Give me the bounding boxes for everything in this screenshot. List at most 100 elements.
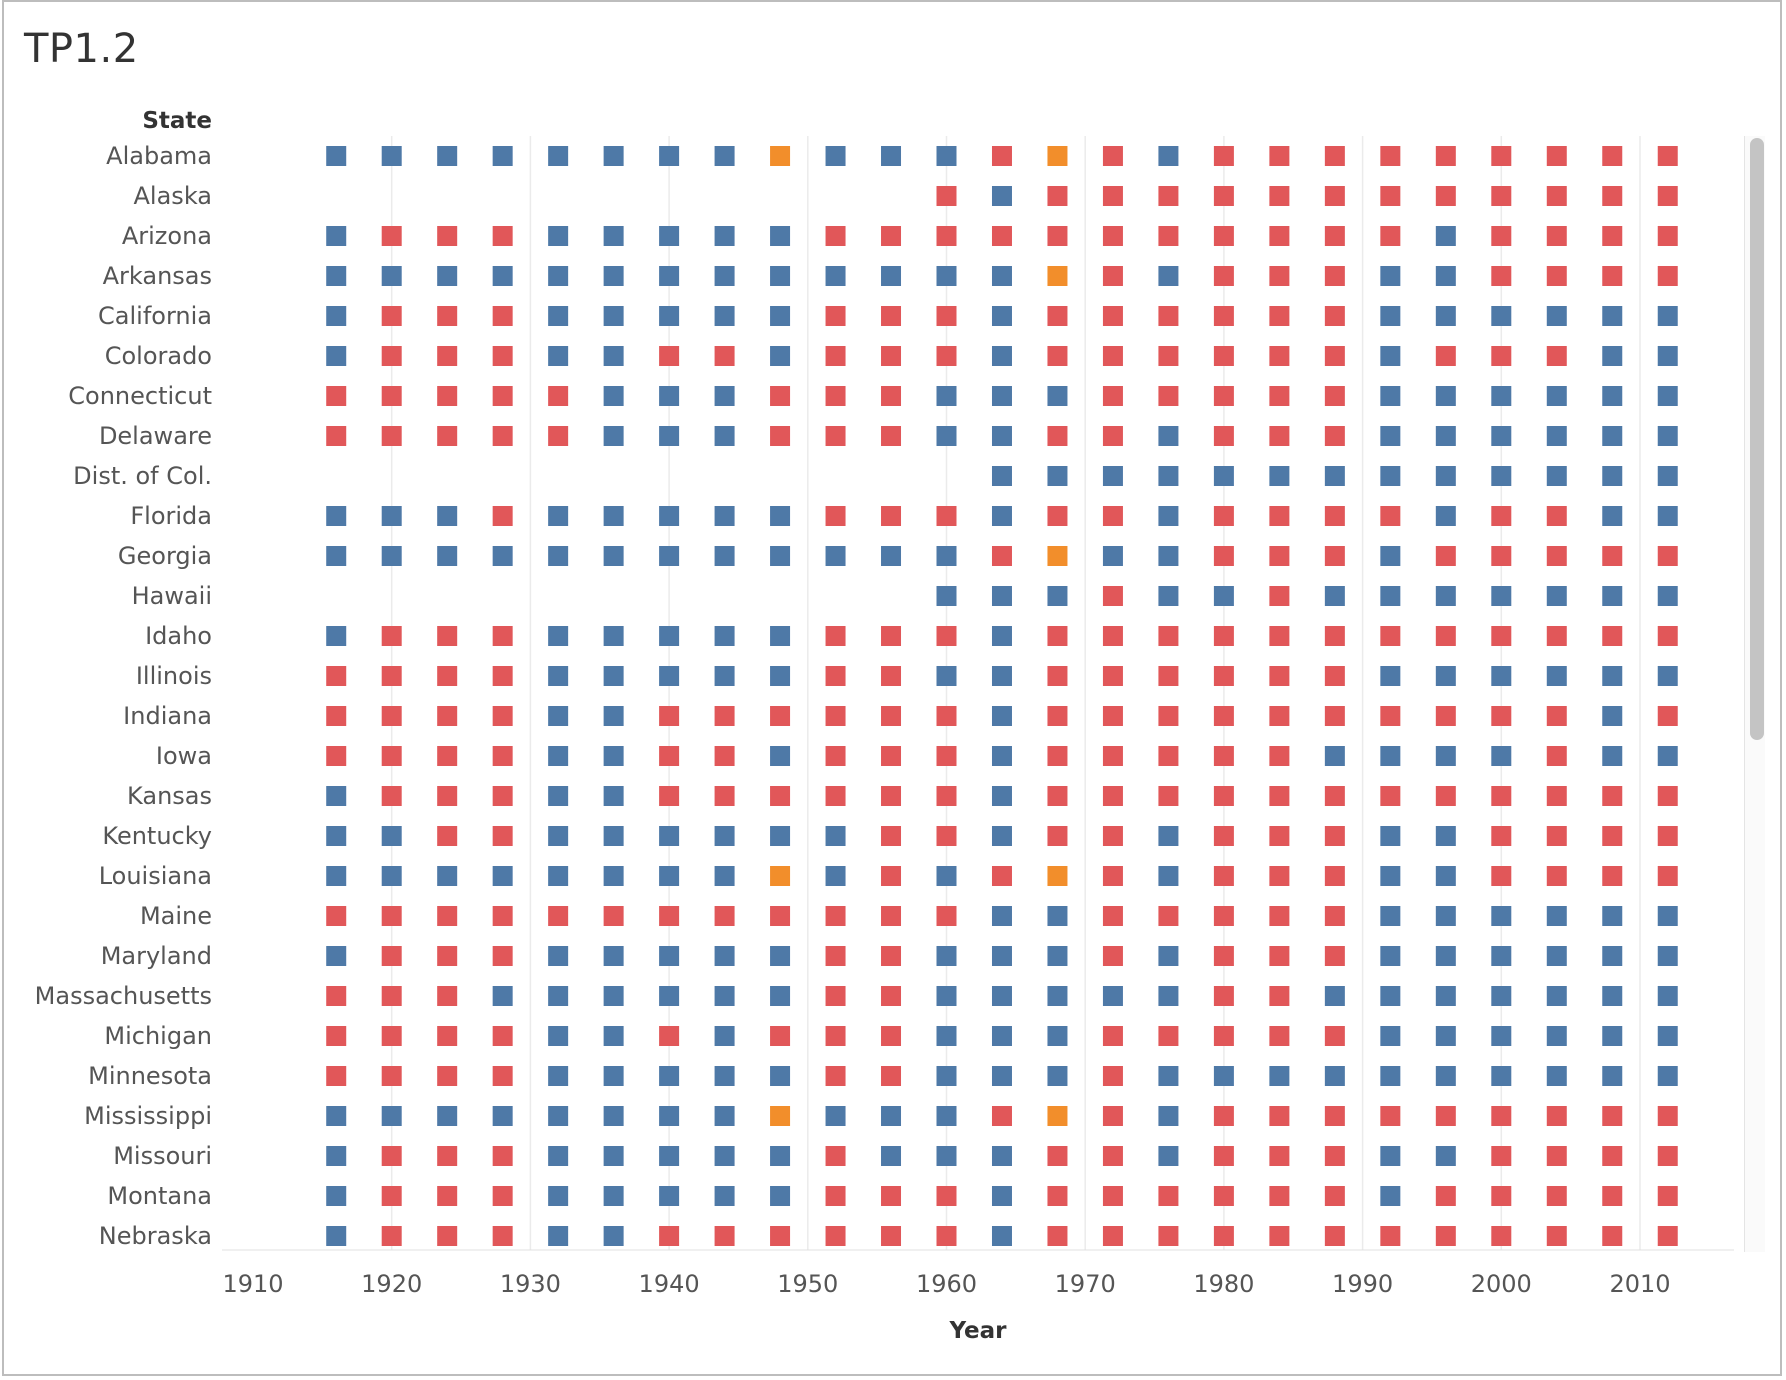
mark-1984[interactable]	[1269, 1146, 1290, 1166]
mark-1944[interactable]	[714, 426, 735, 446]
mark-2008[interactable]	[1602, 146, 1623, 166]
mark-1956[interactable]	[881, 946, 902, 966]
mark-1996[interactable]	[1435, 426, 1456, 446]
mark-1952[interactable]	[825, 346, 846, 366]
mark-2012[interactable]	[1657, 826, 1678, 846]
mark-1964[interactable]	[991, 1186, 1012, 1206]
mark-1932[interactable]	[548, 786, 569, 806]
mark-1956[interactable]	[881, 866, 902, 886]
mark-1992[interactable]	[1380, 746, 1401, 766]
mark-1916[interactable]	[326, 226, 347, 246]
mark-2004[interactable]	[1546, 586, 1567, 606]
mark-1996[interactable]	[1435, 786, 1456, 806]
mark-1992[interactable]	[1380, 906, 1401, 926]
mark-1948[interactable]	[770, 946, 791, 966]
mark-1932[interactable]	[548, 306, 569, 326]
mark-2000[interactable]	[1491, 1066, 1512, 1086]
mark-1924[interactable]	[437, 506, 458, 526]
mark-1964[interactable]	[991, 586, 1012, 606]
mark-1940[interactable]	[659, 826, 680, 846]
mark-1968[interactable]	[1047, 426, 1068, 446]
mark-1996[interactable]	[1435, 546, 1456, 566]
mark-1984[interactable]	[1269, 946, 1290, 966]
mark-1952[interactable]	[825, 426, 846, 446]
mark-1972[interactable]	[1102, 706, 1123, 726]
mark-1956[interactable]	[881, 266, 902, 286]
mark-1928[interactable]	[492, 346, 513, 366]
mark-2000[interactable]	[1491, 1226, 1512, 1246]
mark-1976[interactable]	[1158, 946, 1179, 966]
mark-1936[interactable]	[603, 146, 624, 166]
mark-1936[interactable]	[603, 346, 624, 366]
mark-1996[interactable]	[1435, 866, 1456, 886]
state-label[interactable]: California	[98, 302, 212, 330]
mark-2012[interactable]	[1657, 586, 1678, 606]
mark-2012[interactable]	[1657, 426, 1678, 446]
mark-1932[interactable]	[548, 386, 569, 406]
mark-1944[interactable]	[714, 666, 735, 686]
mark-1996[interactable]	[1435, 226, 1456, 246]
mark-1916[interactable]	[326, 866, 347, 886]
mark-2008[interactable]	[1602, 826, 1623, 846]
mark-2000[interactable]	[1491, 666, 1512, 686]
mark-2004[interactable]	[1546, 946, 1567, 966]
mark-1964[interactable]	[991, 1226, 1012, 1246]
mark-1948[interactable]	[770, 666, 791, 686]
mark-1916[interactable]	[326, 306, 347, 326]
state-label[interactable]: Arizona	[122, 222, 212, 250]
mark-1980[interactable]	[1213, 746, 1234, 766]
mark-2004[interactable]	[1546, 746, 1567, 766]
mark-1944[interactable]	[714, 506, 735, 526]
mark-1988[interactable]	[1324, 146, 1345, 166]
mark-2012[interactable]	[1657, 226, 1678, 246]
mark-1972[interactable]	[1102, 386, 1123, 406]
mark-1980[interactable]	[1213, 866, 1234, 886]
mark-1928[interactable]	[492, 506, 513, 526]
mark-2004[interactable]	[1546, 666, 1567, 686]
mark-1968[interactable]	[1047, 946, 1068, 966]
mark-1988[interactable]	[1324, 826, 1345, 846]
mark-2000[interactable]	[1491, 386, 1512, 406]
mark-1992[interactable]	[1380, 226, 1401, 246]
mark-1976[interactable]	[1158, 1146, 1179, 1166]
mark-1924[interactable]	[437, 386, 458, 406]
mark-1940[interactable]	[659, 226, 680, 246]
mark-2000[interactable]	[1491, 186, 1512, 206]
mark-2004[interactable]	[1546, 226, 1567, 246]
mark-1932[interactable]	[548, 1026, 569, 1046]
mark-1944[interactable]	[714, 826, 735, 846]
mark-1976[interactable]	[1158, 346, 1179, 366]
mark-1928[interactable]	[492, 906, 513, 926]
mark-1928[interactable]	[492, 266, 513, 286]
mark-1972[interactable]	[1102, 1226, 1123, 1246]
mark-1956[interactable]	[881, 346, 902, 366]
mark-1988[interactable]	[1324, 786, 1345, 806]
mark-1924[interactable]	[437, 626, 458, 646]
mark-1952[interactable]	[825, 546, 846, 566]
mark-1976[interactable]	[1158, 906, 1179, 926]
mark-1952[interactable]	[825, 386, 846, 406]
mark-1960[interactable]	[936, 546, 957, 566]
mark-2004[interactable]	[1546, 386, 1567, 406]
mark-1928[interactable]	[492, 306, 513, 326]
state-label[interactable]: Massachusetts	[35, 982, 212, 1010]
mark-1988[interactable]	[1324, 426, 1345, 446]
mark-1964[interactable]	[991, 1026, 1012, 1046]
mark-2004[interactable]	[1546, 146, 1567, 166]
mark-2000[interactable]	[1491, 346, 1512, 366]
mark-1952[interactable]	[825, 1146, 846, 1166]
mark-1940[interactable]	[659, 866, 680, 886]
mark-2000[interactable]	[1491, 546, 1512, 566]
mark-2000[interactable]	[1491, 1146, 1512, 1166]
mark-2000[interactable]	[1491, 706, 1512, 726]
mark-1932[interactable]	[548, 626, 569, 646]
mark-1956[interactable]	[881, 786, 902, 806]
mark-1932[interactable]	[548, 146, 569, 166]
mark-1960[interactable]	[936, 1226, 957, 1246]
mark-1932[interactable]	[548, 906, 569, 926]
mark-1924[interactable]	[437, 826, 458, 846]
mark-1960[interactable]	[936, 1066, 957, 1086]
mark-1924[interactable]	[437, 946, 458, 966]
mark-1968[interactable]	[1047, 866, 1068, 886]
mark-1952[interactable]	[825, 866, 846, 886]
